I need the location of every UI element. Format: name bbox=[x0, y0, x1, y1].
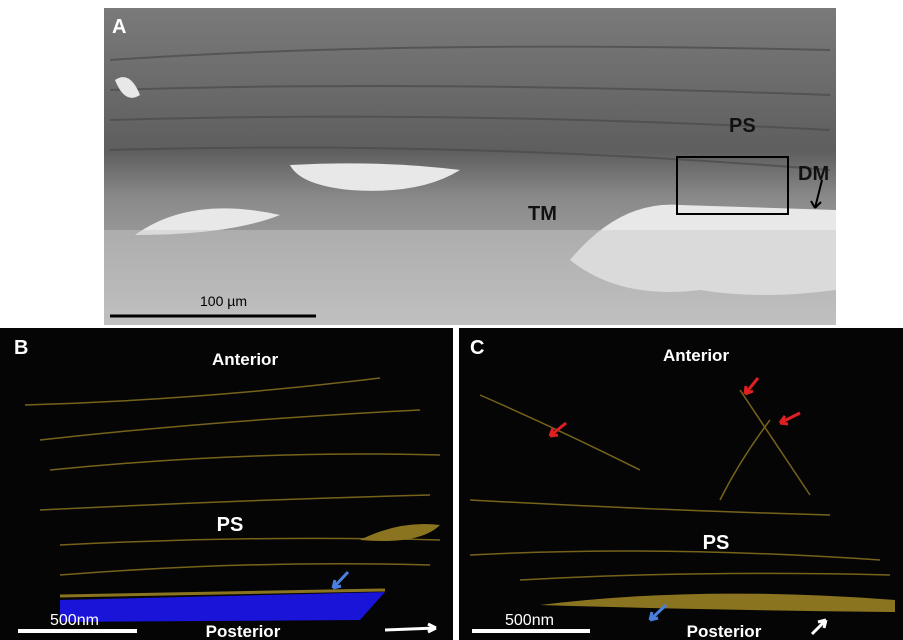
scale-label: 100 µm bbox=[200, 293, 247, 309]
reconstruction bbox=[459, 328, 903, 640]
orientation-label: Posterior bbox=[687, 622, 762, 640]
page: A PS DM TM 100 µm B Anterior PS 500nm Po… bbox=[0, 0, 903, 640]
panel-label: C bbox=[470, 337, 484, 359]
figure: A PS DM TM 100 µm B Anterior PS 500nm Po… bbox=[0, 0, 903, 640]
orientation-label: Anterior bbox=[212, 350, 279, 369]
panel-c: C Anterior PS 500nm Posterior bbox=[459, 328, 903, 640]
scale-label: 500nm bbox=[505, 612, 554, 629]
meshwork bbox=[104, 230, 836, 325]
panel-label: B bbox=[14, 337, 28, 359]
panel-a: A PS DM TM 100 µm bbox=[104, 8, 836, 325]
panel-label: A bbox=[112, 16, 126, 38]
annotation: PS bbox=[729, 115, 756, 137]
orientation-label: Posterior bbox=[206, 622, 281, 640]
orientation-label: Anterior bbox=[663, 346, 730, 365]
annotation: DM bbox=[798, 163, 829, 185]
annotation: TM bbox=[528, 203, 557, 225]
annotation: PS bbox=[703, 532, 730, 554]
scale-label: 500nm bbox=[50, 612, 99, 629]
panel-b: B Anterior PS 500nm Posterior bbox=[0, 328, 453, 640]
annotation: PS bbox=[217, 514, 244, 536]
